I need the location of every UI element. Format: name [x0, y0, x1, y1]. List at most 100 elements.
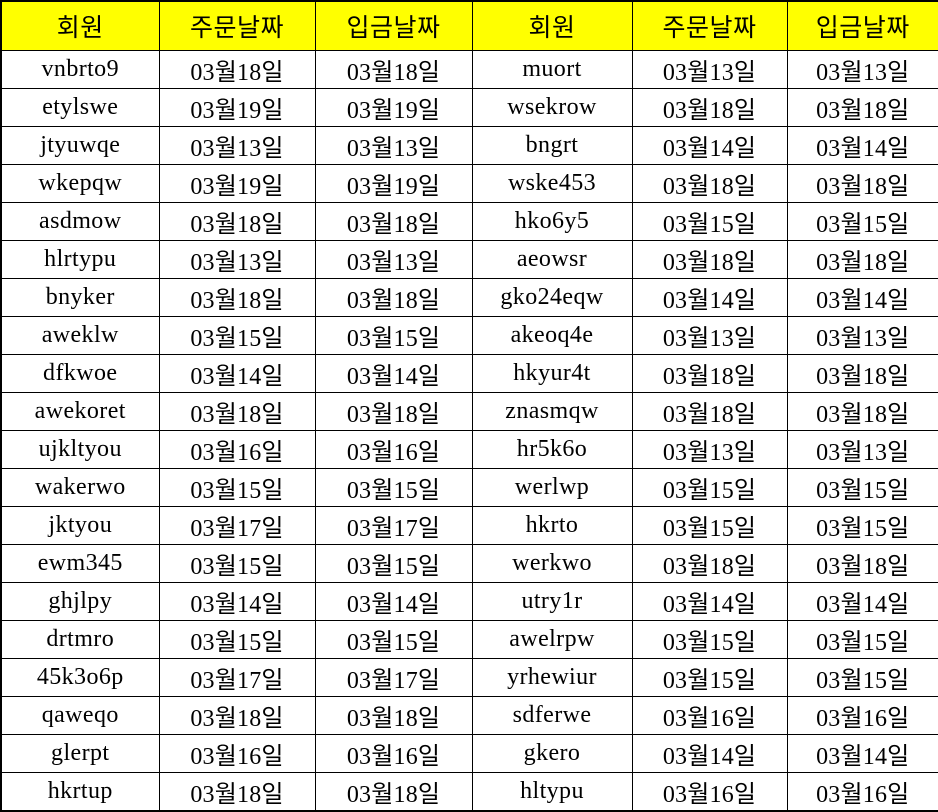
table-cell-order-date-left: 03월16일	[158, 734, 316, 773]
table-cell-deposit-date-left: 03월15일	[314, 316, 473, 355]
table-cell-order-date-right: 03월18일	[631, 544, 788, 583]
table-cell-order-date-left: 03월14일	[158, 354, 316, 393]
table-cell-order-date-left: 03월19일	[158, 164, 316, 203]
table-cell-deposit-date-right: 03월18일	[786, 88, 938, 127]
table-cell-order-date-left: 03월18일	[158, 50, 316, 89]
table-row: glerpt 03월16일 03월16일 gkero 03월14일 03월14일	[0, 734, 938, 773]
table-cell-deposit-date-right: 03월18일	[786, 544, 938, 583]
table-cell-deposit-date-left: 03월16일	[314, 430, 473, 469]
table-cell-deposit-date-right: 03월15일	[786, 202, 938, 241]
table-cell-deposit-date-right: 03월15일	[786, 658, 938, 697]
table-cell-member-right: awelrpw	[471, 620, 633, 659]
table-cell-member-right: wske453	[471, 164, 633, 203]
table-cell-member-left: vnbrto9	[0, 50, 160, 89]
table-cell-order-date-right: 03월14일	[631, 278, 788, 317]
table-cell-member-left: bnyker	[0, 278, 160, 317]
table-cell-deposit-date-left: 03월14일	[314, 582, 473, 621]
table-row: etylswe 03월19일 03월19일 wsekrow 03월18일 03월18일	[0, 88, 938, 127]
table-cell-member-left: wakerwo	[0, 468, 160, 507]
table-cell-order-date-right: 03월18일	[631, 88, 788, 127]
table-cell-member-right: hko6y5	[471, 202, 633, 241]
table-cell-order-date-left: 03월18일	[158, 278, 316, 317]
table-cell-order-date-left: 03월18일	[158, 392, 316, 431]
table-row: wakerwo 03월15일 03월15일 werlwp 03월15일 03월15일	[0, 468, 938, 507]
column-header-member-right: 회원	[471, 0, 633, 51]
table-cell-deposit-date-left: 03월15일	[314, 544, 473, 583]
column-header-member-left: 회원	[0, 0, 160, 51]
table-cell-member-left: aweklw	[0, 316, 160, 355]
table-cell-member-right: werkwo	[471, 544, 633, 583]
table-cell-order-date-right: 03월15일	[631, 658, 788, 697]
table-cell-deposit-date-left: 03월17일	[314, 506, 473, 545]
table-cell-deposit-date-left: 03월15일	[314, 468, 473, 507]
table-cell-deposit-date-left: 03월18일	[314, 278, 473, 317]
table-cell-order-date-left: 03월13일	[158, 240, 316, 279]
column-header-deposit-date-left: 입금날짜	[314, 0, 473, 51]
table-cell-order-date-right: 03월18일	[631, 354, 788, 393]
table-cell-order-date-right: 03월15일	[631, 620, 788, 659]
table-cell-order-date-left: 03월18일	[158, 202, 316, 241]
table-cell-member-left: ujkltyou	[0, 430, 160, 469]
table-cell-member-left: jktyou	[0, 506, 160, 545]
table-cell-order-date-right: 03월16일	[631, 696, 788, 735]
table-row: 45k3o6p 03월17일 03월17일 yrhewiur 03월15일 03월15일	[0, 658, 938, 697]
table-cell-deposit-date-left: 03월13일	[314, 126, 473, 165]
table-cell-order-date-left: 03월15일	[158, 544, 316, 583]
table-cell-deposit-date-right: 03월18일	[786, 240, 938, 279]
table-cell-order-date-left: 03월13일	[158, 126, 316, 165]
table-cell-order-date-right: 03월14일	[631, 126, 788, 165]
table-cell-member-right: sdferwe	[471, 696, 633, 735]
table-cell-order-date-right: 03월18일	[631, 392, 788, 431]
table-cell-member-right: yrhewiur	[471, 658, 633, 697]
table-cell-member-right: aeowsr	[471, 240, 633, 279]
table-cell-deposit-date-left: 03월16일	[314, 734, 473, 773]
table-row: awekoret 03월18일 03월18일 znasmqw 03월18일 03월18일	[0, 392, 938, 431]
table-cell-deposit-date-right: 03월16일	[786, 696, 938, 735]
column-header-order-date-left: 주문날짜	[158, 0, 316, 51]
table-cell-member-right: wsekrow	[471, 88, 633, 127]
table-cell-order-date-left: 03월18일	[158, 696, 316, 735]
table-row: jktyou 03월17일 03월17일 hkrto 03월15일 03월15일	[0, 506, 938, 545]
table-row: qaweqo 03월18일 03월18일 sdferwe 03월16일 03월16일	[0, 696, 938, 735]
table-cell-deposit-date-right: 03월14일	[786, 126, 938, 165]
table-cell-deposit-date-right: 03월18일	[786, 354, 938, 393]
table-row: bnyker 03월18일 03월18일 gko24eqw 03월14일 03월14일	[0, 278, 938, 317]
table-cell-deposit-date-left: 03월13일	[314, 240, 473, 279]
table-cell-order-date-right: 03월14일	[631, 582, 788, 621]
table-row: drtmro 03월15일 03월15일 awelrpw 03월15일 03월15일	[0, 620, 938, 659]
table-cell-member-left: ghjlpy	[0, 582, 160, 621]
table-cell-member-left: hlrtypu	[0, 240, 160, 279]
table-cell-order-date-left: 03월14일	[158, 582, 316, 621]
table-cell-order-date-right: 03월13일	[631, 50, 788, 89]
table-cell-deposit-date-right: 03월15일	[786, 506, 938, 545]
table-cell-member-left: glerpt	[0, 734, 160, 773]
table-cell-order-date-left: 03월17일	[158, 658, 316, 697]
table-cell-order-date-left: 03월15일	[158, 316, 316, 355]
table-row: ewm345 03월15일 03월15일 werkwo 03월18일 03월18일	[0, 544, 938, 583]
table-cell-deposit-date-left: 03월18일	[314, 696, 473, 735]
table-cell-deposit-date-left: 03월19일	[314, 164, 473, 203]
table-row: wkepqw 03월19일 03월19일 wske453 03월18일 03월18일	[0, 164, 938, 203]
table-row: asdmow 03월18일 03월18일 hko6y5 03월15일 03월15일	[0, 202, 938, 241]
table-row: aweklw 03월15일 03월15일 akeoq4e 03월13일 03월13일	[0, 316, 938, 355]
table-cell-deposit-date-left: 03월17일	[314, 658, 473, 697]
table-cell-deposit-date-right: 03월14일	[786, 734, 938, 773]
table-cell-order-date-right: 03월15일	[631, 468, 788, 507]
table-cell-order-date-right: 03월14일	[631, 734, 788, 773]
table-cell-member-right: znasmqw	[471, 392, 633, 431]
table-cell-member-right: werlwp	[471, 468, 633, 507]
table-cell-deposit-date-left: 03월18일	[314, 50, 473, 89]
table-cell-order-date-left: 03월15일	[158, 468, 316, 507]
table-row: vnbrto9 03월18일 03월18일 muort 03월13일 03월13일	[0, 50, 938, 89]
column-header-deposit-date-right: 입금날짜	[786, 0, 938, 51]
table-cell-order-date-left: 03월15일	[158, 620, 316, 659]
table-cell-order-date-left: 03월19일	[158, 88, 316, 127]
table-cell-member-left: asdmow	[0, 202, 160, 241]
table-cell-order-date-right: 03월18일	[631, 240, 788, 279]
table-cell-deposit-date-left: 03월14일	[314, 354, 473, 393]
table-row: ujkltyou 03월16일 03월16일 hr5k6o 03월13일 03월13일	[0, 430, 938, 469]
table-cell-deposit-date-right: 03월18일	[786, 392, 938, 431]
table-cell-member-left: etylswe	[0, 88, 160, 127]
table-cell-member-right: hkrto	[471, 506, 633, 545]
